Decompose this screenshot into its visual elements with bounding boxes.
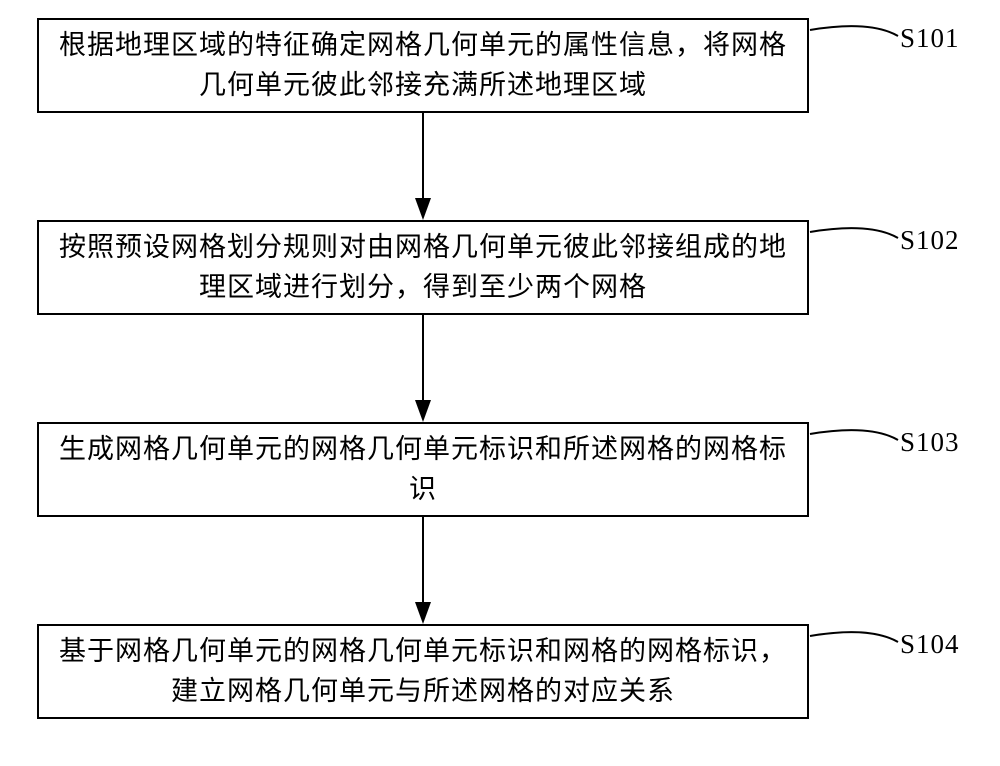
flowchart-canvas: 根据地理区域的特征确定网格几何单元的属性信息，将网格几何单元彼此邻接充满所述地理… [0,0,1000,766]
leader-S104 [0,0,1000,766]
